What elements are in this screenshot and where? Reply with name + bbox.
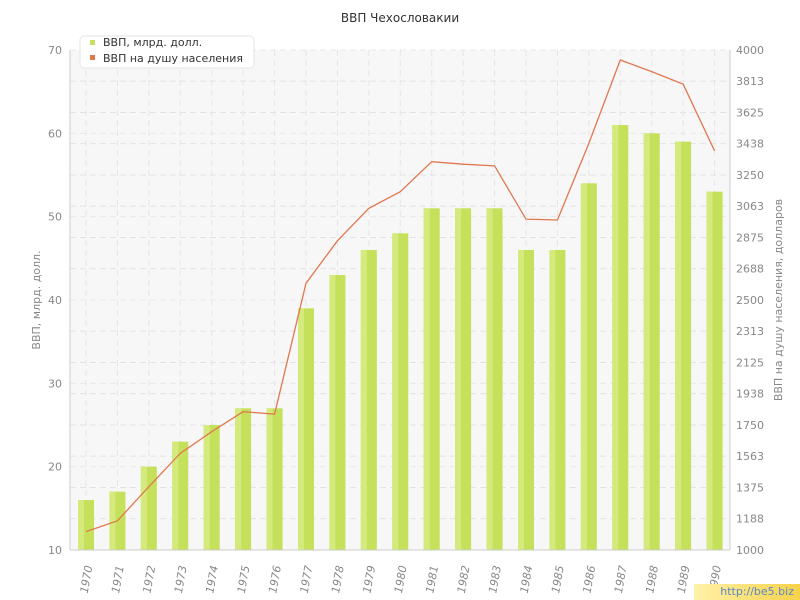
x-tick-label: 1978 bbox=[329, 564, 347, 594]
right-tick-label: 2500 bbox=[736, 294, 764, 307]
x-tick-label: 1980 bbox=[392, 564, 410, 594]
x-axis-ticks: 1970 1971 1972 1973 1974 1975 1976 1977 1978 1979… bbox=[78, 564, 724, 594]
x-tick-label: 1985 bbox=[549, 564, 567, 594]
bar-highlight bbox=[266, 408, 273, 550]
left-tick-label: 20 bbox=[48, 461, 62, 474]
right-tick-label: 3063 bbox=[736, 200, 764, 213]
left-axis-ticks: 10 20 30 40 50 60 70 bbox=[48, 44, 62, 557]
bar-highlight bbox=[423, 208, 430, 551]
x-tick-label: 1970 bbox=[78, 564, 96, 594]
legend[interactable]: ВВП, млрд. долл. ВВП на душу населения bbox=[79, 35, 255, 69]
bar-highlight bbox=[486, 208, 493, 551]
legend-item-gdp[interactable]: ВВП, млрд. долл. bbox=[103, 36, 202, 49]
x-tick-label: 1982 bbox=[455, 564, 473, 594]
right-tick-label: 3813 bbox=[736, 75, 764, 88]
right-axis-ticks: 1000 1188 1375 1563 1750 1938 2125 2313 2500 2688… bbox=[736, 44, 764, 557]
bar-highlight bbox=[235, 408, 242, 550]
right-tick-label: 3250 bbox=[736, 169, 764, 182]
left-tick-label: 70 bbox=[48, 44, 62, 57]
bar-highlight bbox=[706, 191, 713, 550]
bar-highlight bbox=[360, 250, 367, 550]
bar-highlight bbox=[455, 208, 462, 551]
right-tick-label: 2313 bbox=[736, 325, 764, 338]
right-tick-label: 3625 bbox=[736, 107, 764, 120]
legend-swatch-gdp-per-capita bbox=[90, 55, 95, 60]
bar-highlight bbox=[329, 275, 336, 550]
bar-series bbox=[78, 125, 723, 551]
legend-item-gdp-per-capita[interactable]: ВВП на душу населения bbox=[103, 52, 243, 65]
right-tick-label: 1375 bbox=[736, 482, 764, 495]
right-tick-label: 1938 bbox=[736, 388, 764, 401]
right-tick-label: 4000 bbox=[736, 44, 764, 57]
x-tick-label: 1975 bbox=[235, 564, 253, 594]
axes bbox=[69, 50, 731, 551]
x-tick-label: 1973 bbox=[172, 564, 190, 594]
right-tick-label: 2875 bbox=[736, 232, 764, 245]
legend-box bbox=[79, 35, 255, 69]
x-tick-label: 1971 bbox=[109, 564, 127, 594]
right-tick-label: 1188 bbox=[736, 513, 764, 526]
bar-highlight bbox=[203, 425, 210, 550]
bar-highlight bbox=[172, 441, 179, 550]
x-tick-label: 1988 bbox=[643, 564, 661, 594]
x-tick-label: 1976 bbox=[266, 564, 284, 594]
right-tick-label: 1750 bbox=[736, 419, 764, 432]
x-tick-label: 1981 bbox=[423, 564, 441, 594]
x-tick-label: 1983 bbox=[486, 564, 504, 594]
bar-highlight bbox=[298, 308, 304, 550]
x-tick-label: 1974 bbox=[203, 564, 221, 594]
left-tick-label: 50 bbox=[48, 211, 62, 224]
left-axis-label: ВВП, млрд. долл. bbox=[30, 250, 43, 349]
bar-highlight bbox=[518, 250, 524, 550]
bar-highlight bbox=[675, 141, 682, 550]
line-series bbox=[85, 59, 716, 533]
bar-highlight bbox=[140, 466, 147, 550]
right-tick-label: 1563 bbox=[736, 450, 764, 463]
legend-swatch-gdp bbox=[90, 40, 95, 45]
bar-highlight bbox=[643, 133, 650, 551]
right-tick-label: 2125 bbox=[736, 357, 764, 370]
right-tick-label: 3438 bbox=[736, 138, 764, 151]
watermark[interactable]: http://be5.biz bbox=[694, 584, 800, 600]
right-axis-label: ВВП на душу населения, долларов bbox=[772, 199, 785, 401]
x-tick-label: 1986 bbox=[581, 564, 599, 594]
bar-highlight bbox=[580, 183, 587, 551]
line-path bbox=[85, 59, 716, 533]
x-tick-label: 1972 bbox=[141, 564, 159, 594]
x-tick-label: 1977 bbox=[298, 564, 316, 594]
left-tick-label: 30 bbox=[48, 377, 62, 390]
x-tick-label: 1979 bbox=[361, 564, 379, 594]
left-tick-label: 10 bbox=[48, 544, 62, 557]
bar-highlight bbox=[78, 500, 84, 550]
right-tick-label: 1000 bbox=[736, 544, 764, 557]
right-tick-label: 2688 bbox=[736, 263, 764, 276]
bar-highlight bbox=[109, 491, 116, 550]
bar-highlight bbox=[549, 250, 556, 550]
x-tick-label: 1989 bbox=[675, 564, 693, 594]
chart-title: ВВП Чехословакии bbox=[341, 11, 459, 25]
left-tick-label: 40 bbox=[48, 294, 62, 307]
x-tick-label: 1987 bbox=[612, 564, 630, 594]
x-tick-label: 1984 bbox=[518, 564, 536, 594]
bar-highlight bbox=[612, 125, 619, 550]
bar-highlight bbox=[392, 233, 399, 551]
left-tick-label: 60 bbox=[48, 127, 62, 140]
